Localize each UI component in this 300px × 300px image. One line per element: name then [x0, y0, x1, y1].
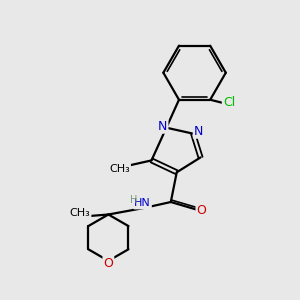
- Text: O: O: [196, 204, 206, 218]
- Text: O: O: [103, 257, 113, 270]
- Text: H: H: [130, 195, 137, 205]
- Text: N: N: [194, 125, 203, 138]
- Text: HN: HN: [134, 199, 151, 208]
- Text: CH₃: CH₃: [109, 164, 130, 174]
- Text: CH₃: CH₃: [70, 208, 91, 218]
- Text: Cl: Cl: [223, 96, 235, 109]
- Text: N: N: [158, 120, 167, 133]
